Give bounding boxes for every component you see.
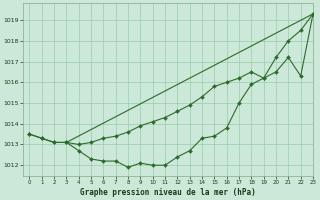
X-axis label: Graphe pression niveau de la mer (hPa): Graphe pression niveau de la mer (hPa)	[80, 188, 256, 197]
